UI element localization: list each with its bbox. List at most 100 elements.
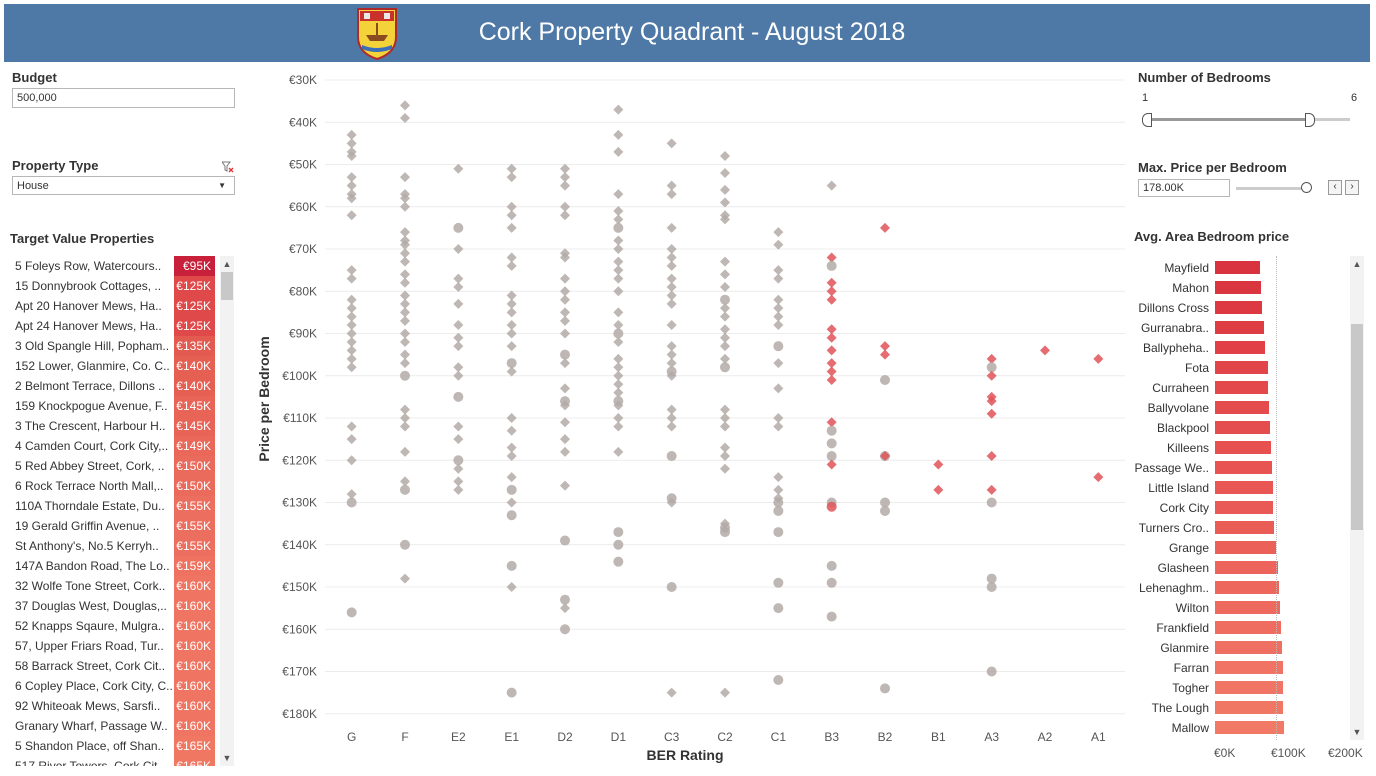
area-bar-row[interactable]: Glasheen	[1134, 558, 1347, 578]
area-bar-row[interactable]: Killeens	[1134, 438, 1347, 458]
area-bar	[1215, 361, 1268, 374]
data-point	[720, 214, 730, 225]
data-point	[720, 527, 730, 538]
area-name: Blackpool	[1156, 421, 1209, 435]
data-point	[506, 425, 517, 436]
list-item[interactable]: 6 Copley Place, Cork City, C.. €160K	[10, 676, 225, 696]
list-item[interactable]: 58 Barrack Street, Cork Cit.. €160K	[10, 656, 225, 676]
list-item[interactable]: Granary Wharf, Passage W.. €160K	[10, 716, 225, 736]
property-price: €160K	[174, 676, 215, 696]
max-price-handle[interactable]	[1301, 182, 1313, 193]
area-bar	[1215, 561, 1278, 574]
data-point	[506, 252, 517, 263]
scroll-down-icon[interactable]: ▼	[1352, 727, 1362, 737]
area-bar-row[interactable]: Lehenaghm..	[1134, 578, 1347, 598]
area-bar-row[interactable]: Gurranabra..	[1134, 318, 1347, 338]
area-bar-row[interactable]: Ballyvolane	[1134, 398, 1347, 418]
scroll-thumb[interactable]	[221, 272, 233, 300]
data-point	[720, 451, 730, 462]
list-item[interactable]: Apt 24 Hanover Mews, Ha.. €125K	[10, 316, 225, 336]
data-point	[453, 455, 464, 466]
property-address: 6 Rock Terrace North Mall,..	[15, 479, 164, 493]
data-point	[613, 104, 624, 115]
area-bar-row[interactable]: Mahon	[1134, 278, 1347, 298]
data-point	[613, 527, 624, 538]
data-point	[453, 362, 464, 373]
property-price: €125K	[174, 316, 215, 336]
bedrooms-min-handle[interactable]	[1142, 113, 1152, 127]
target-list-scrollbar[interactable]: ▲ ▼	[220, 256, 234, 766]
bedrooms-max-handle[interactable]	[1305, 113, 1316, 127]
area-bar-row[interactable]: Cork City	[1134, 498, 1347, 518]
area-bar-row[interactable]: Grange	[1134, 538, 1347, 558]
list-item[interactable]: 110A Thorndale Estate, Du.. €155K	[10, 496, 225, 516]
list-item[interactable]: 2 Belmont Terrace, Dillons .. €140K	[10, 376, 225, 396]
list-item[interactable]: 517 River Towers, Cork Cit.. €165K	[10, 756, 225, 766]
area-bar-row[interactable]: The Lough	[1134, 698, 1347, 718]
list-item[interactable]: 152 Lower, Glanmire, Co. C.. €140K	[10, 356, 225, 376]
max-price-next-button[interactable]: ›	[1345, 180, 1359, 195]
list-item[interactable]: 5 Red Abbey Street, Cork, .. €150K	[10, 456, 225, 476]
data-point	[346, 129, 357, 140]
list-item[interactable]: 92 Whiteoak Mews, Sarsfi.. €160K	[10, 696, 225, 716]
list-item[interactable]: 3 The Crescent, Harbour H.. €145K	[10, 416, 225, 436]
data-point	[400, 484, 410, 495]
area-bar	[1215, 721, 1284, 734]
list-item[interactable]: 4 Camden Court, Cork City,.. €149K	[10, 436, 225, 456]
data-point	[773, 527, 784, 538]
data-point	[400, 476, 410, 487]
list-item[interactable]: 5 Foleys Row, Watercours.. €95K	[10, 256, 225, 276]
area-bar-row[interactable]: Wilton	[1134, 598, 1347, 618]
area-name: Gurranabra..	[1140, 321, 1209, 335]
list-item[interactable]: St Anthony's, No.5 Kerryh.. €155K	[10, 536, 225, 556]
max-price-prev-button[interactable]: ‹	[1328, 180, 1342, 195]
data-point	[773, 421, 784, 432]
area-bar-row[interactable]: Togher	[1134, 678, 1347, 698]
scroll-down-icon[interactable]: ▼	[222, 753, 232, 763]
avg-area-scrollbar[interactable]: ▲ ▼	[1350, 256, 1364, 740]
data-point	[560, 594, 570, 605]
property-type-select[interactable]: House ▼	[12, 176, 235, 195]
list-item[interactable]: 52 Knapps Sqaure, Mulgra.. €160K	[10, 616, 225, 636]
data-point	[560, 383, 570, 394]
list-item[interactable]: 159 Knockpogue Avenue, F.. €145K	[10, 396, 225, 416]
area-bar-row[interactable]: Passage We..	[1134, 458, 1347, 478]
area-bar-row[interactable]: Glanmire	[1134, 638, 1347, 658]
budget-input[interactable]: 500,000	[12, 88, 235, 108]
list-item[interactable]: 37 Douglas West, Douglas,.. €160K	[10, 596, 225, 616]
data-point	[666, 138, 677, 149]
area-bar-row[interactable]: Dillons Cross	[1134, 298, 1347, 318]
list-item[interactable]: 5 Shandon Place, off Shan.. €165K	[10, 736, 225, 756]
data-point	[880, 497, 890, 508]
x-tick-label: E1	[504, 730, 519, 744]
area-bar	[1215, 681, 1283, 694]
area-bar-row[interactable]: Blackpool	[1134, 418, 1347, 438]
list-item[interactable]: 57, Upper Friars Road, Tur.. €160K	[10, 636, 225, 656]
area-bar-row[interactable]: Fota	[1134, 358, 1347, 378]
clear-filter-icon[interactable]	[222, 161, 234, 173]
data-point	[560, 446, 570, 457]
list-item[interactable]: Apt 20 Hanover Mews, Ha.. €125K	[10, 296, 225, 316]
list-item[interactable]: 19 Gerald Griffin Avenue, .. €155K	[10, 516, 225, 536]
list-item[interactable]: 6 Rock Terrace North Mall,.. €150K	[10, 476, 225, 496]
area-bar-row[interactable]: Frankfield	[1134, 618, 1347, 638]
scroll-thumb[interactable]	[1351, 324, 1363, 530]
list-item[interactable]: 147A Bandon Road, The Lo.. €159K	[10, 556, 225, 576]
area-bar-row[interactable]: Mallow	[1134, 718, 1347, 738]
list-item[interactable]: 15 Donnybrook Cottages, .. €125K	[10, 276, 225, 296]
area-bar-row[interactable]: Farran	[1134, 658, 1347, 678]
scroll-up-icon[interactable]: ▲	[1352, 259, 1362, 269]
data-point	[506, 328, 517, 339]
budget-label: Budget	[12, 70, 57, 85]
property-type-label: Property Type	[12, 158, 99, 173]
list-item[interactable]: 3 Old Spangle Hill, Popham.. €135K	[10, 336, 225, 356]
data-point	[346, 455, 357, 466]
list-item[interactable]: 32 Wolfe Tone Street, Cork.. €160K	[10, 576, 225, 596]
area-bar-row[interactable]: Turners Cro..	[1134, 518, 1347, 538]
area-bar-row[interactable]: Mayfield	[1134, 258, 1347, 278]
area-bar-row[interactable]: Curraheen	[1134, 378, 1347, 398]
max-price-input[interactable]: 178.00K	[1138, 179, 1230, 197]
scroll-up-icon[interactable]: ▲	[222, 259, 232, 269]
area-bar-row[interactable]: Ballypheha..	[1134, 338, 1347, 358]
area-bar-row[interactable]: Little Island	[1134, 478, 1347, 498]
